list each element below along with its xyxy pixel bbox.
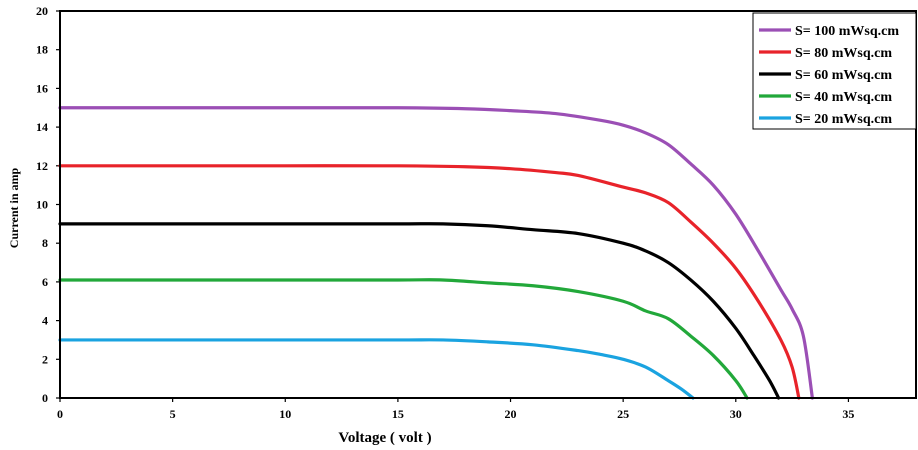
- y-tick-label: 0: [42, 391, 48, 405]
- plot-border: [59, 10, 917, 399]
- y-tick-label: 12: [36, 159, 48, 173]
- y-tick-label: 2: [42, 352, 48, 366]
- y-tick-label: 18: [36, 43, 48, 57]
- legend-box: [752, 12, 917, 130]
- y-tick-label: 6: [42, 275, 48, 289]
- y-tick-label: 14: [36, 120, 48, 134]
- y-tick-label: 16: [36, 81, 48, 95]
- x-tick-label: 5: [170, 407, 176, 421]
- y-axis-title: Current in amp: [7, 167, 21, 248]
- tick-labels: 0 2 4 6 8 10 12 14 16 18 20 0 5 10 15 20 25 30 35: [36, 4, 854, 421]
- x-tick-label: 25: [617, 407, 629, 421]
- plot-frame: [59, 10, 917, 399]
- x-tick-label: 20: [505, 407, 517, 421]
- x-tick-label: 35: [842, 407, 854, 421]
- y-tick-label: 20: [36, 4, 48, 18]
- x-tick-label: 0: [57, 407, 63, 421]
- y-tick-label: 8: [42, 236, 48, 250]
- series-line-3: [58, 222, 781, 400]
- legend-entry: S= 60 mWsq.cm: [795, 68, 892, 83]
- legend-entry: S= 100 mWsq.cm: [795, 24, 899, 39]
- series-line-2: [58, 164, 801, 400]
- legend: S= 100 mWsq.cm S= 80 mWsq.cm S= 60 mWsq.cm…: [752, 12, 917, 130]
- x-axis-title: Voltage ( volt ): [338, 430, 431, 446]
- series-lines: [58, 106, 814, 400]
- x-tick-label: 30: [730, 407, 742, 421]
- legend-entry: S= 40 mWsq.cm: [795, 90, 892, 105]
- y-tick-label: 10: [36, 198, 48, 212]
- x-tick-label: 10: [279, 407, 291, 421]
- series-line-1: [58, 106, 814, 400]
- y-tick-label: 4: [42, 314, 48, 328]
- series-line-4: [58, 278, 749, 400]
- series-line-5: [58, 338, 695, 400]
- x-tick-label: 15: [392, 407, 404, 421]
- legend-entry: S= 80 mWsq.cm: [795, 46, 892, 61]
- legend-entry: S= 20 mWsq.cm: [795, 112, 892, 127]
